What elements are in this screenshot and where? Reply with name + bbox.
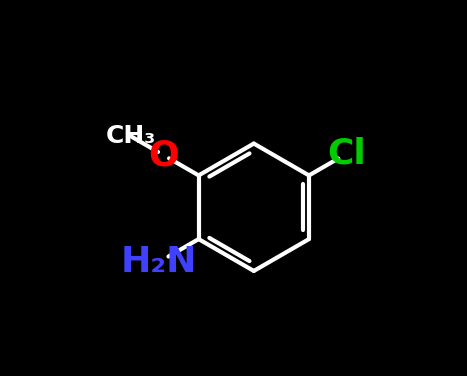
Text: H₂N: H₂N: [120, 245, 197, 279]
Text: O: O: [148, 138, 179, 172]
Text: CH₃: CH₃: [106, 124, 156, 148]
Text: Cl: Cl: [327, 137, 366, 171]
